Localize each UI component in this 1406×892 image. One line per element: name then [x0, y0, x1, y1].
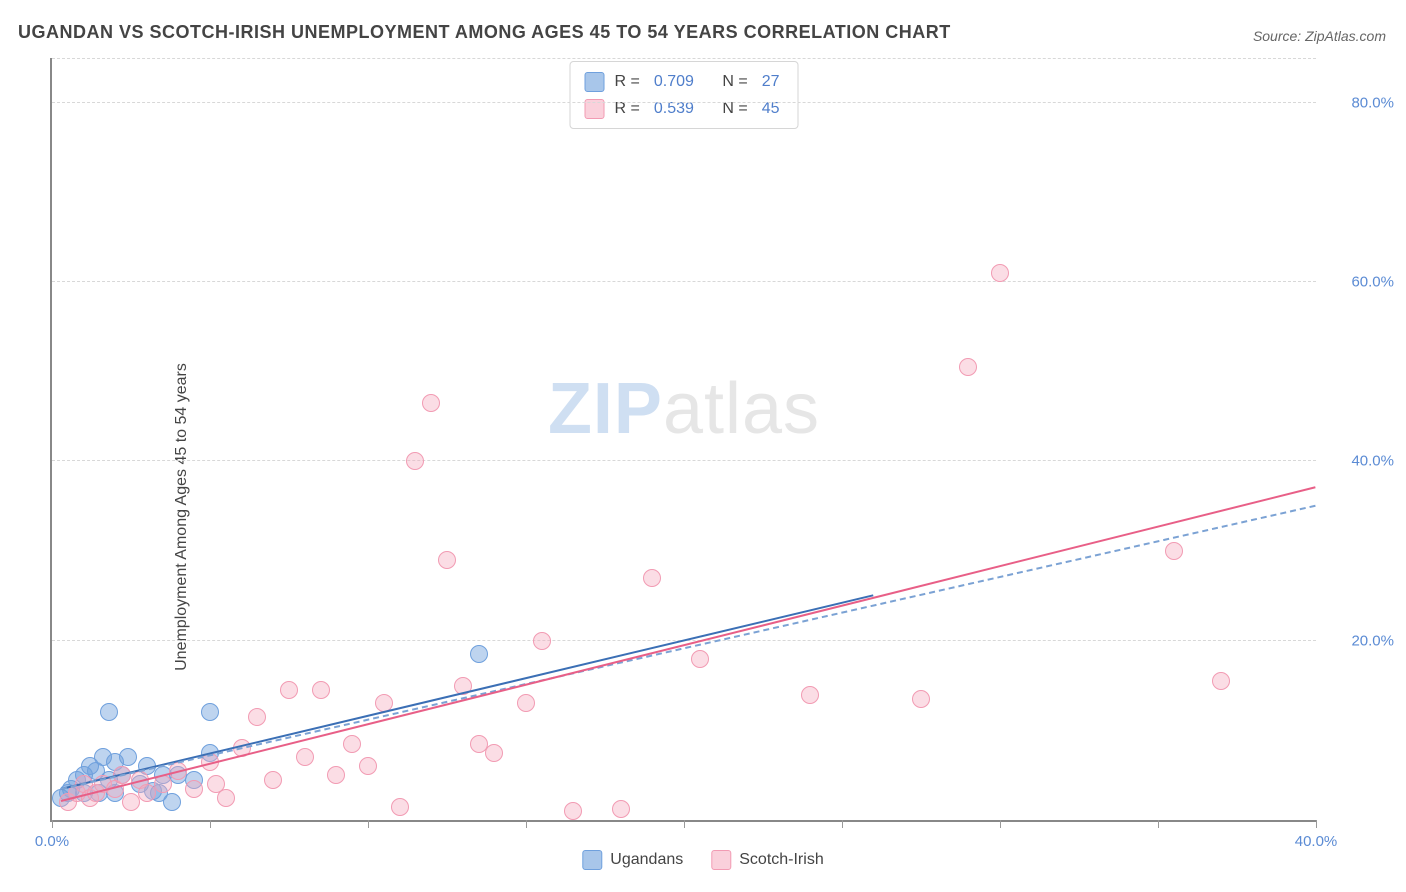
trend-line — [61, 486, 1316, 802]
data-point — [280, 681, 298, 699]
data-point — [100, 703, 118, 721]
data-point — [359, 757, 377, 775]
data-point — [391, 798, 409, 816]
y-tick-label: 20.0% — [1351, 632, 1394, 649]
r-label: R = — [615, 95, 640, 122]
gridline-h — [52, 460, 1316, 461]
data-point — [422, 394, 440, 412]
chart-container: UGANDAN VS SCOTCH-IRISH UNEMPLOYMENT AMO… — [0, 0, 1406, 892]
source-value: ZipAtlas.com — [1305, 28, 1386, 44]
data-point — [343, 735, 361, 753]
data-point — [163, 793, 181, 811]
x-tick — [526, 820, 527, 828]
data-point — [991, 264, 1009, 282]
data-point — [801, 686, 819, 704]
gridline-h — [52, 102, 1316, 103]
data-point — [643, 569, 661, 587]
plot-area: ZIPatlas R = 0.709 N = 27 R = 0.539 N = … — [50, 58, 1316, 822]
data-point — [959, 358, 977, 376]
legend-label: Ugandans — [610, 851, 683, 869]
data-point — [185, 780, 203, 798]
swatch-blue — [582, 850, 602, 870]
data-point — [517, 694, 535, 712]
n-label: N = — [722, 68, 747, 95]
watermark: ZIPatlas — [548, 368, 820, 450]
x-tick — [842, 820, 843, 828]
legend-item-scotchirish: Scotch-Irish — [711, 850, 823, 870]
x-tick-label: 40.0% — [1295, 833, 1338, 850]
data-point — [438, 551, 456, 569]
r-value-scotchirish: 0.539 — [650, 95, 698, 122]
r-value-ugandans: 0.709 — [650, 68, 698, 95]
data-point — [1212, 672, 1230, 690]
data-point — [485, 744, 503, 762]
data-point — [264, 771, 282, 789]
x-tick — [368, 820, 369, 828]
gridline-h — [52, 281, 1316, 282]
correlation-legend: R = 0.709 N = 27 R = 0.539 N = 45 — [570, 61, 799, 129]
watermark-bold: ZIP — [548, 369, 663, 449]
data-point — [201, 703, 219, 721]
data-point — [1165, 542, 1183, 560]
data-point — [912, 690, 930, 708]
data-point — [691, 650, 709, 668]
gridline-h — [52, 58, 1316, 59]
y-tick-label: 60.0% — [1351, 274, 1394, 291]
x-tick-label: 0.0% — [35, 833, 69, 850]
data-point — [296, 748, 314, 766]
data-point — [217, 789, 235, 807]
source-label: Source: — [1253, 28, 1301, 44]
data-point — [119, 748, 137, 766]
data-point — [470, 645, 488, 663]
data-point — [248, 708, 266, 726]
data-point — [406, 452, 424, 470]
swatch-pink — [711, 850, 731, 870]
swatch-blue — [585, 72, 605, 92]
data-point — [312, 681, 330, 699]
n-value-scotchirish: 45 — [758, 95, 784, 122]
data-point — [533, 632, 551, 650]
legend-row-scotchirish: R = 0.539 N = 45 — [585, 95, 784, 122]
series-legend: Ugandans Scotch-Irish — [582, 850, 823, 870]
data-point — [612, 800, 630, 818]
source-attribution: Source: ZipAtlas.com — [1253, 28, 1386, 44]
legend-item-ugandans: Ugandans — [582, 850, 683, 870]
x-tick — [1316, 820, 1317, 828]
chart-title: UGANDAN VS SCOTCH-IRISH UNEMPLOYMENT AMO… — [18, 22, 951, 43]
x-tick — [52, 820, 53, 828]
x-tick — [1000, 820, 1001, 828]
r-label: R = — [615, 68, 640, 95]
data-point — [564, 802, 582, 820]
n-label: N = — [722, 95, 747, 122]
y-tick-label: 80.0% — [1351, 94, 1394, 111]
x-tick — [684, 820, 685, 828]
legend-label: Scotch-Irish — [739, 851, 823, 869]
x-tick — [210, 820, 211, 828]
y-tick-label: 40.0% — [1351, 453, 1394, 470]
watermark-light: atlas — [663, 369, 820, 449]
n-value-ugandans: 27 — [758, 68, 784, 95]
trend-line — [61, 504, 1316, 789]
data-point — [327, 766, 345, 784]
x-tick — [1158, 820, 1159, 828]
legend-row-ugandans: R = 0.709 N = 27 — [585, 68, 784, 95]
